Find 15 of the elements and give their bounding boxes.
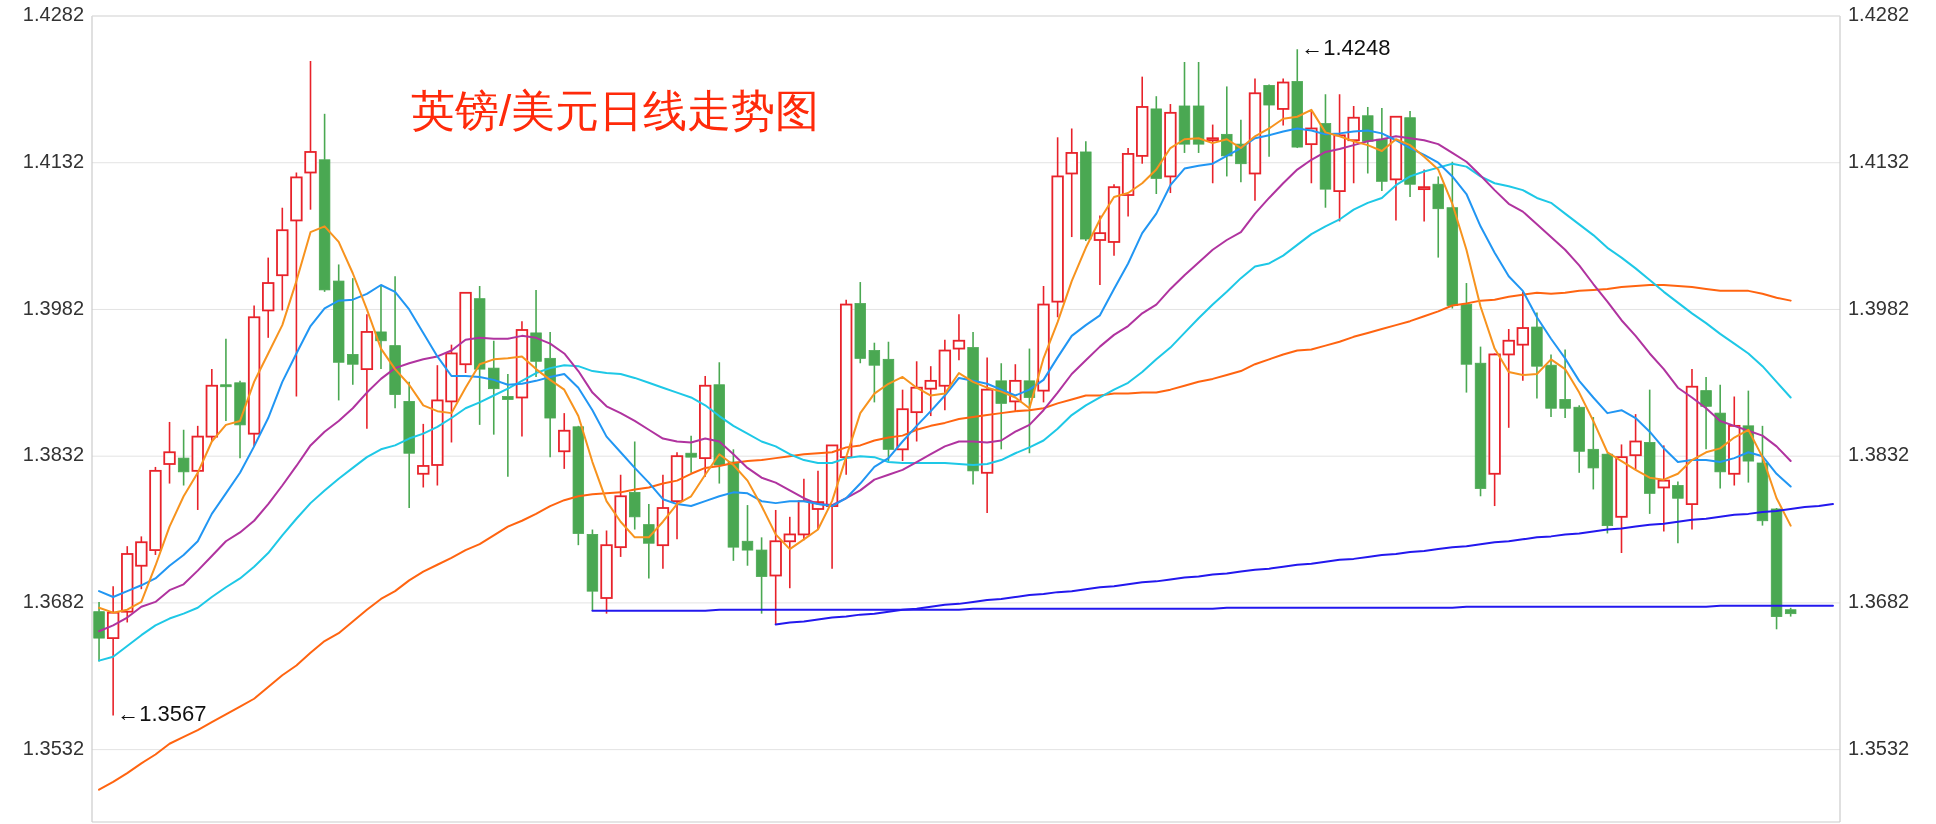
y-tick-label: 1.3532	[22, 736, 84, 759]
y2-tick-label: 1.3982	[1848, 296, 1910, 319]
y2-tick-label: 1.3682	[1848, 590, 1910, 613]
y-tick-label: 1.4132	[22, 150, 84, 172]
text: 英镑/美元日线走势图	[411, 86, 820, 135]
y2-tick-label: 1.3832	[1848, 443, 1910, 466]
annotation: ←1.3567	[117, 701, 207, 727]
y2-tick-label: 1.3532	[1848, 736, 1910, 759]
y-tick-label: 1.3832	[22, 443, 84, 466]
y2-tick-label: 1.4132	[1848, 150, 1910, 172]
y-tick-label: 1.3682	[22, 590, 84, 613]
y-tick-label: 1.3982	[22, 296, 84, 319]
y-tick-label: 1.4282	[22, 3, 84, 26]
annotation: ←1.4248	[1301, 35, 1391, 61]
y2-tick-label: 1.4282	[1848, 3, 1910, 26]
